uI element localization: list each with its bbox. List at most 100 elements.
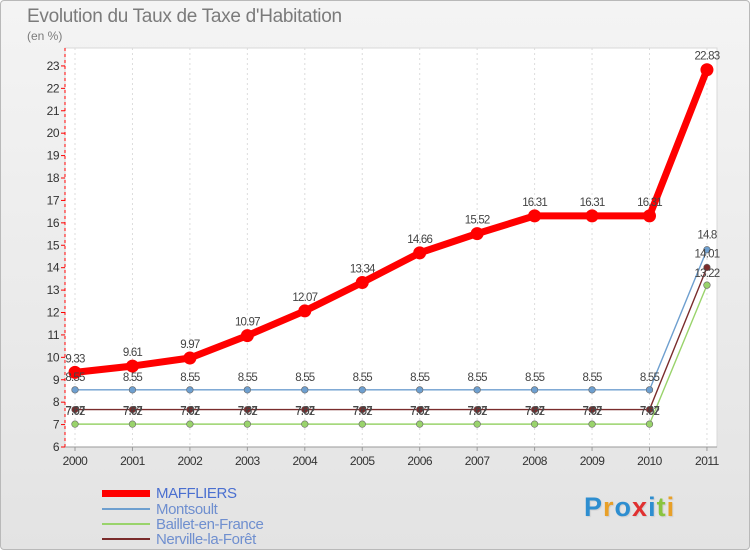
chart-subtitle: (en %) (27, 29, 63, 43)
legend-label: MAFFLIERS (156, 484, 237, 502)
data-point (700, 63, 714, 77)
plot-area (64, 47, 718, 448)
data-label: 8.55 (238, 372, 258, 384)
data-point (645, 405, 654, 414)
y-tick-label: 8 (53, 395, 60, 409)
data-label: 7.67 (238, 406, 258, 418)
data-label: 8.55 (525, 372, 545, 384)
data-point (301, 420, 309, 428)
data-label: 13.34 (350, 263, 376, 275)
y-tick-label: 12 (47, 306, 60, 320)
data-point (473, 386, 481, 394)
series-line (74, 249, 708, 391)
logo-letter: x (632, 492, 649, 522)
data-label: 7.67 (123, 406, 143, 418)
data-label: 13.22 (695, 268, 720, 280)
y-tick-label: 16 (47, 216, 60, 230)
data-point (470, 227, 484, 241)
data-label: 16.31 (637, 197, 662, 209)
data-point (243, 420, 251, 428)
data-point (71, 405, 79, 414)
y-tick-label: 17 (47, 193, 60, 207)
data-label: 8.55 (468, 372, 488, 384)
data-point (416, 420, 424, 428)
logo-letter: i (666, 492, 676, 522)
logo-letter: t (656, 492, 667, 522)
data-label: 9.33 (65, 353, 85, 365)
x-tick-label: 2007 (465, 454, 491, 468)
data-label: 7.02 (582, 406, 602, 418)
series-line (74, 284, 708, 425)
data-label: 10.97 (235, 317, 260, 329)
data-label: 7.02 (238, 406, 258, 418)
series-line (71, 66, 711, 376)
legend-label: Nerville-la-Forêt (156, 530, 256, 548)
x-tick-label: 2004 (292, 454, 318, 468)
y-tick-label: 23 (47, 59, 60, 73)
data-label: 16.31 (580, 197, 605, 209)
data-point (703, 263, 711, 272)
data-label: 14.66 (407, 234, 432, 246)
data-label: 7.67 (353, 406, 373, 418)
x-tick-label: 2005 (350, 454, 376, 468)
y-tick-label: 20 (47, 126, 60, 140)
data-label: 22.83 (695, 51, 720, 63)
x-tick-label: 2008 (522, 454, 548, 468)
data-point (703, 281, 711, 289)
data-point (530, 420, 539, 428)
data-label: 7.67 (65, 406, 85, 418)
data-point (240, 329, 254, 343)
data-point (585, 209, 599, 223)
y-tick-label: 9 (53, 373, 60, 387)
data-label: 16.31 (522, 197, 547, 209)
data-point (298, 304, 312, 318)
legend-label: Baillet-en-France (156, 515, 264, 533)
data-point (530, 386, 539, 394)
x-tick-label: 2001 (120, 454, 146, 468)
data-label: 7.67 (525, 406, 545, 418)
data-label: 12.07 (292, 292, 317, 304)
data-point (413, 246, 427, 260)
data-point (703, 246, 711, 254)
y-tick-label: 18 (47, 171, 60, 185)
data-label: 7.67 (410, 406, 430, 418)
data-point (186, 405, 194, 414)
data-point (71, 386, 79, 394)
x-tick-label: 2010 (637, 454, 663, 468)
data-point (71, 420, 79, 428)
data-label: 7.67 (180, 406, 200, 418)
data-point (301, 386, 309, 394)
data-point (243, 386, 251, 394)
data-point (128, 405, 137, 414)
data-label: 7.02 (295, 406, 315, 418)
data-label: 8.55 (295, 372, 315, 384)
data-label: 8.55 (353, 372, 373, 384)
data-point (645, 420, 654, 428)
data-point (358, 420, 366, 428)
logo-letter: P (584, 492, 604, 522)
x-tick-label: 2000 (63, 454, 89, 468)
data-point (186, 386, 194, 394)
data-point (355, 275, 369, 289)
data-label: 7.02 (353, 406, 373, 418)
logo-letter: o (614, 492, 633, 522)
y-tick-label: 11 (48, 328, 60, 342)
data-label: 8.55 (640, 372, 660, 384)
data-point (243, 405, 251, 414)
legend-swatch (102, 538, 150, 540)
data-point (528, 209, 542, 223)
series-line (74, 266, 708, 411)
data-label: 14.01 (695, 248, 720, 260)
x-tick-label: 2006 (407, 454, 433, 468)
data-label: 8.55 (123, 372, 143, 384)
data-label: 8.55 (410, 372, 430, 384)
logo-letter: r (603, 492, 615, 522)
legend-item: Baillet-en-France (102, 515, 264, 533)
y-tick-label: 22 (47, 81, 60, 95)
data-point (183, 351, 197, 365)
data-point (125, 359, 139, 373)
x-tick-label: 2002 (178, 454, 204, 468)
data-label: 8.55 (582, 372, 602, 384)
data-point (128, 386, 137, 394)
